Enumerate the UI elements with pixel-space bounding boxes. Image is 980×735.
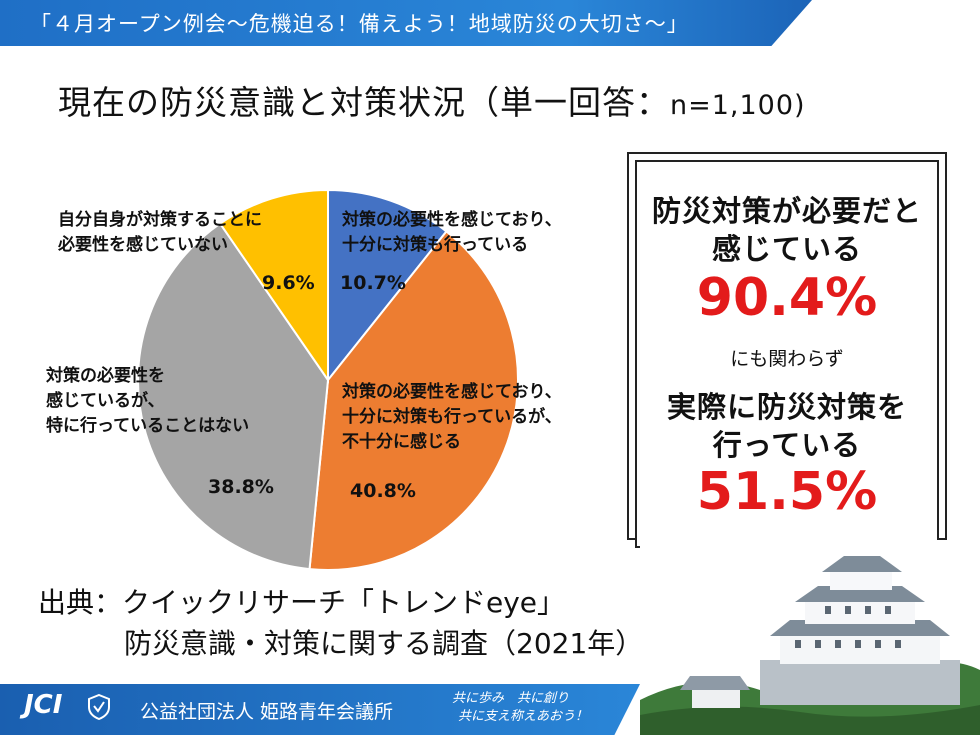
summary-connector: にも関わらず: [730, 348, 844, 370]
organization-name: 公益社団法人 姫路青年会議所: [140, 701, 394, 723]
slice-value-3: 9.6%: [262, 272, 315, 294]
summary-pct2: 51.5%: [696, 462, 878, 522]
summary-line2: 感じている: [711, 232, 862, 266]
castle-illustration: [640, 540, 980, 735]
slice-label-3: 自分自身が対策することに 必要性を感じていない: [58, 210, 262, 255]
slice-label-2: 対策の必要性を 感じているが、 特に行っていることはない: [46, 366, 250, 436]
chart-title: 現在の防災意識と対策状況（単一回答：n=1,100): [58, 76, 938, 124]
summary-line1: 防災対策が必要だと: [651, 194, 922, 228]
jci-emblem-icon: [88, 694, 110, 720]
footer-bar: [0, 684, 640, 735]
summary-line4: 行っている: [712, 428, 862, 462]
pie-slice-2: [137, 222, 330, 571]
title-text: 現在の防災意識と対策状況（単一回答：: [58, 83, 670, 122]
source-line1: 出典：クイックリサーチ「トレンドeye」: [38, 586, 566, 619]
slice-value-2: 38.8%: [208, 476, 274, 498]
slice-value-0: 10.7%: [340, 272, 406, 294]
slice-label-1: 対策の必要性を感じており、 十分に対策も行っているが、 不十分に感じる: [342, 382, 562, 452]
pie-slice-1: [308, 230, 519, 571]
jci-logo: JCI: [24, 690, 63, 720]
header-banner: [0, 0, 812, 46]
motto: 共に歩み 共に創り 共に支え称えあおう！: [452, 691, 589, 724]
pie-chart: [137, 188, 519, 571]
source-line2: 防災意識・対策に関する調査（2021年）: [124, 627, 644, 660]
pie-slice-3: [218, 188, 329, 384]
pie-slice-0: [327, 188, 448, 383]
title-n: n=1,100): [670, 90, 806, 121]
banner-text: 「４月オープン例会～危機迫る！備えよう！地域防災の大切さ～」: [30, 12, 689, 36]
summary-pct1: 90.4%: [696, 268, 878, 328]
slice-value-1: 40.8%: [350, 480, 416, 502]
source-citation: 出典：クイックリサーチ「トレンドeye」 防災意識・対策に関する調査（2021年…: [38, 582, 718, 664]
summary-line3: 実際に防災対策を: [666, 390, 907, 424]
slice-label-0: 対策の必要性を感じており、 十分に対策も行っている: [342, 210, 562, 255]
